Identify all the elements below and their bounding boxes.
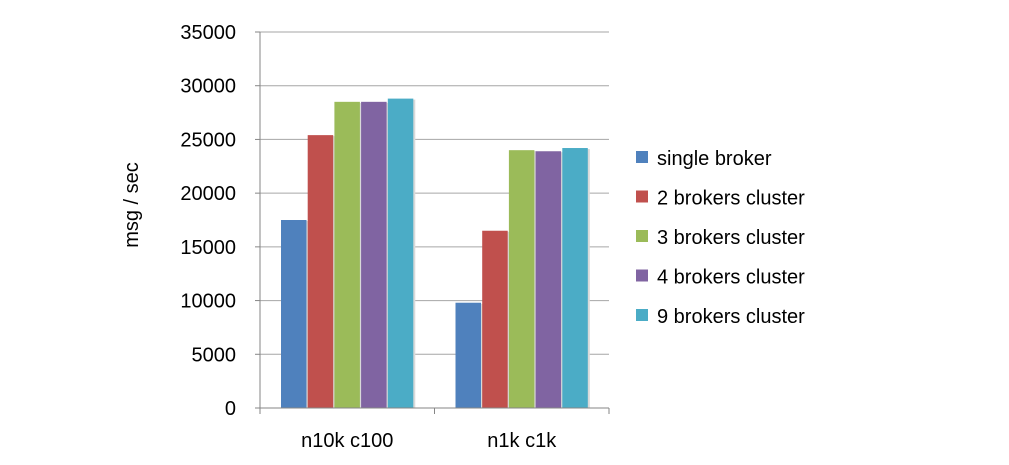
legend-swatch xyxy=(636,230,648,242)
x-tick-label: n1k c1k xyxy=(487,430,557,452)
y-tick-label: 35000 xyxy=(180,22,236,44)
bar xyxy=(387,98,414,408)
bar xyxy=(334,101,360,408)
y-tick-labels: 0 5000 10000 15000 20000 25000 30000 35000 xyxy=(180,22,236,420)
bar xyxy=(535,151,562,408)
legend-swatch xyxy=(636,151,648,163)
bar xyxy=(482,230,508,408)
y-tick-label: 15000 xyxy=(180,237,236,259)
bar xyxy=(455,302,481,408)
x-tick-label: n10k c100 xyxy=(301,430,393,452)
bar xyxy=(361,101,387,408)
y-tick-label: 20000 xyxy=(180,183,236,205)
legend: single broker 2 brokers cluster 3 brokers … xyxy=(636,148,805,328)
legend-label: 4 brokers cluster xyxy=(657,267,805,289)
legend-swatch xyxy=(636,190,648,203)
bar xyxy=(508,150,535,408)
x-tick-labels: n10k c100 n1k c1k xyxy=(301,430,557,452)
axes xyxy=(255,31,610,414)
y-tick-label: 0 xyxy=(225,398,236,420)
bar xyxy=(562,148,588,408)
legend-label: 3 brokers cluster xyxy=(657,227,805,249)
bars xyxy=(281,98,590,409)
legend-label: 2 brokers cluster xyxy=(657,188,805,210)
legend-swatch xyxy=(636,309,648,321)
legend-swatch xyxy=(636,269,648,282)
legend-label: 9 brokers cluster xyxy=(657,306,805,328)
bar xyxy=(281,220,307,408)
y-tick-label: 5000 xyxy=(192,344,237,366)
y-tick-label: 30000 xyxy=(180,76,236,98)
y-tick-label: 10000 xyxy=(180,291,236,313)
bar xyxy=(307,135,334,409)
legend-label: single broker xyxy=(657,148,772,170)
y-axis-title: msg / sec xyxy=(121,162,143,248)
y-tick-label: 25000 xyxy=(180,129,236,151)
